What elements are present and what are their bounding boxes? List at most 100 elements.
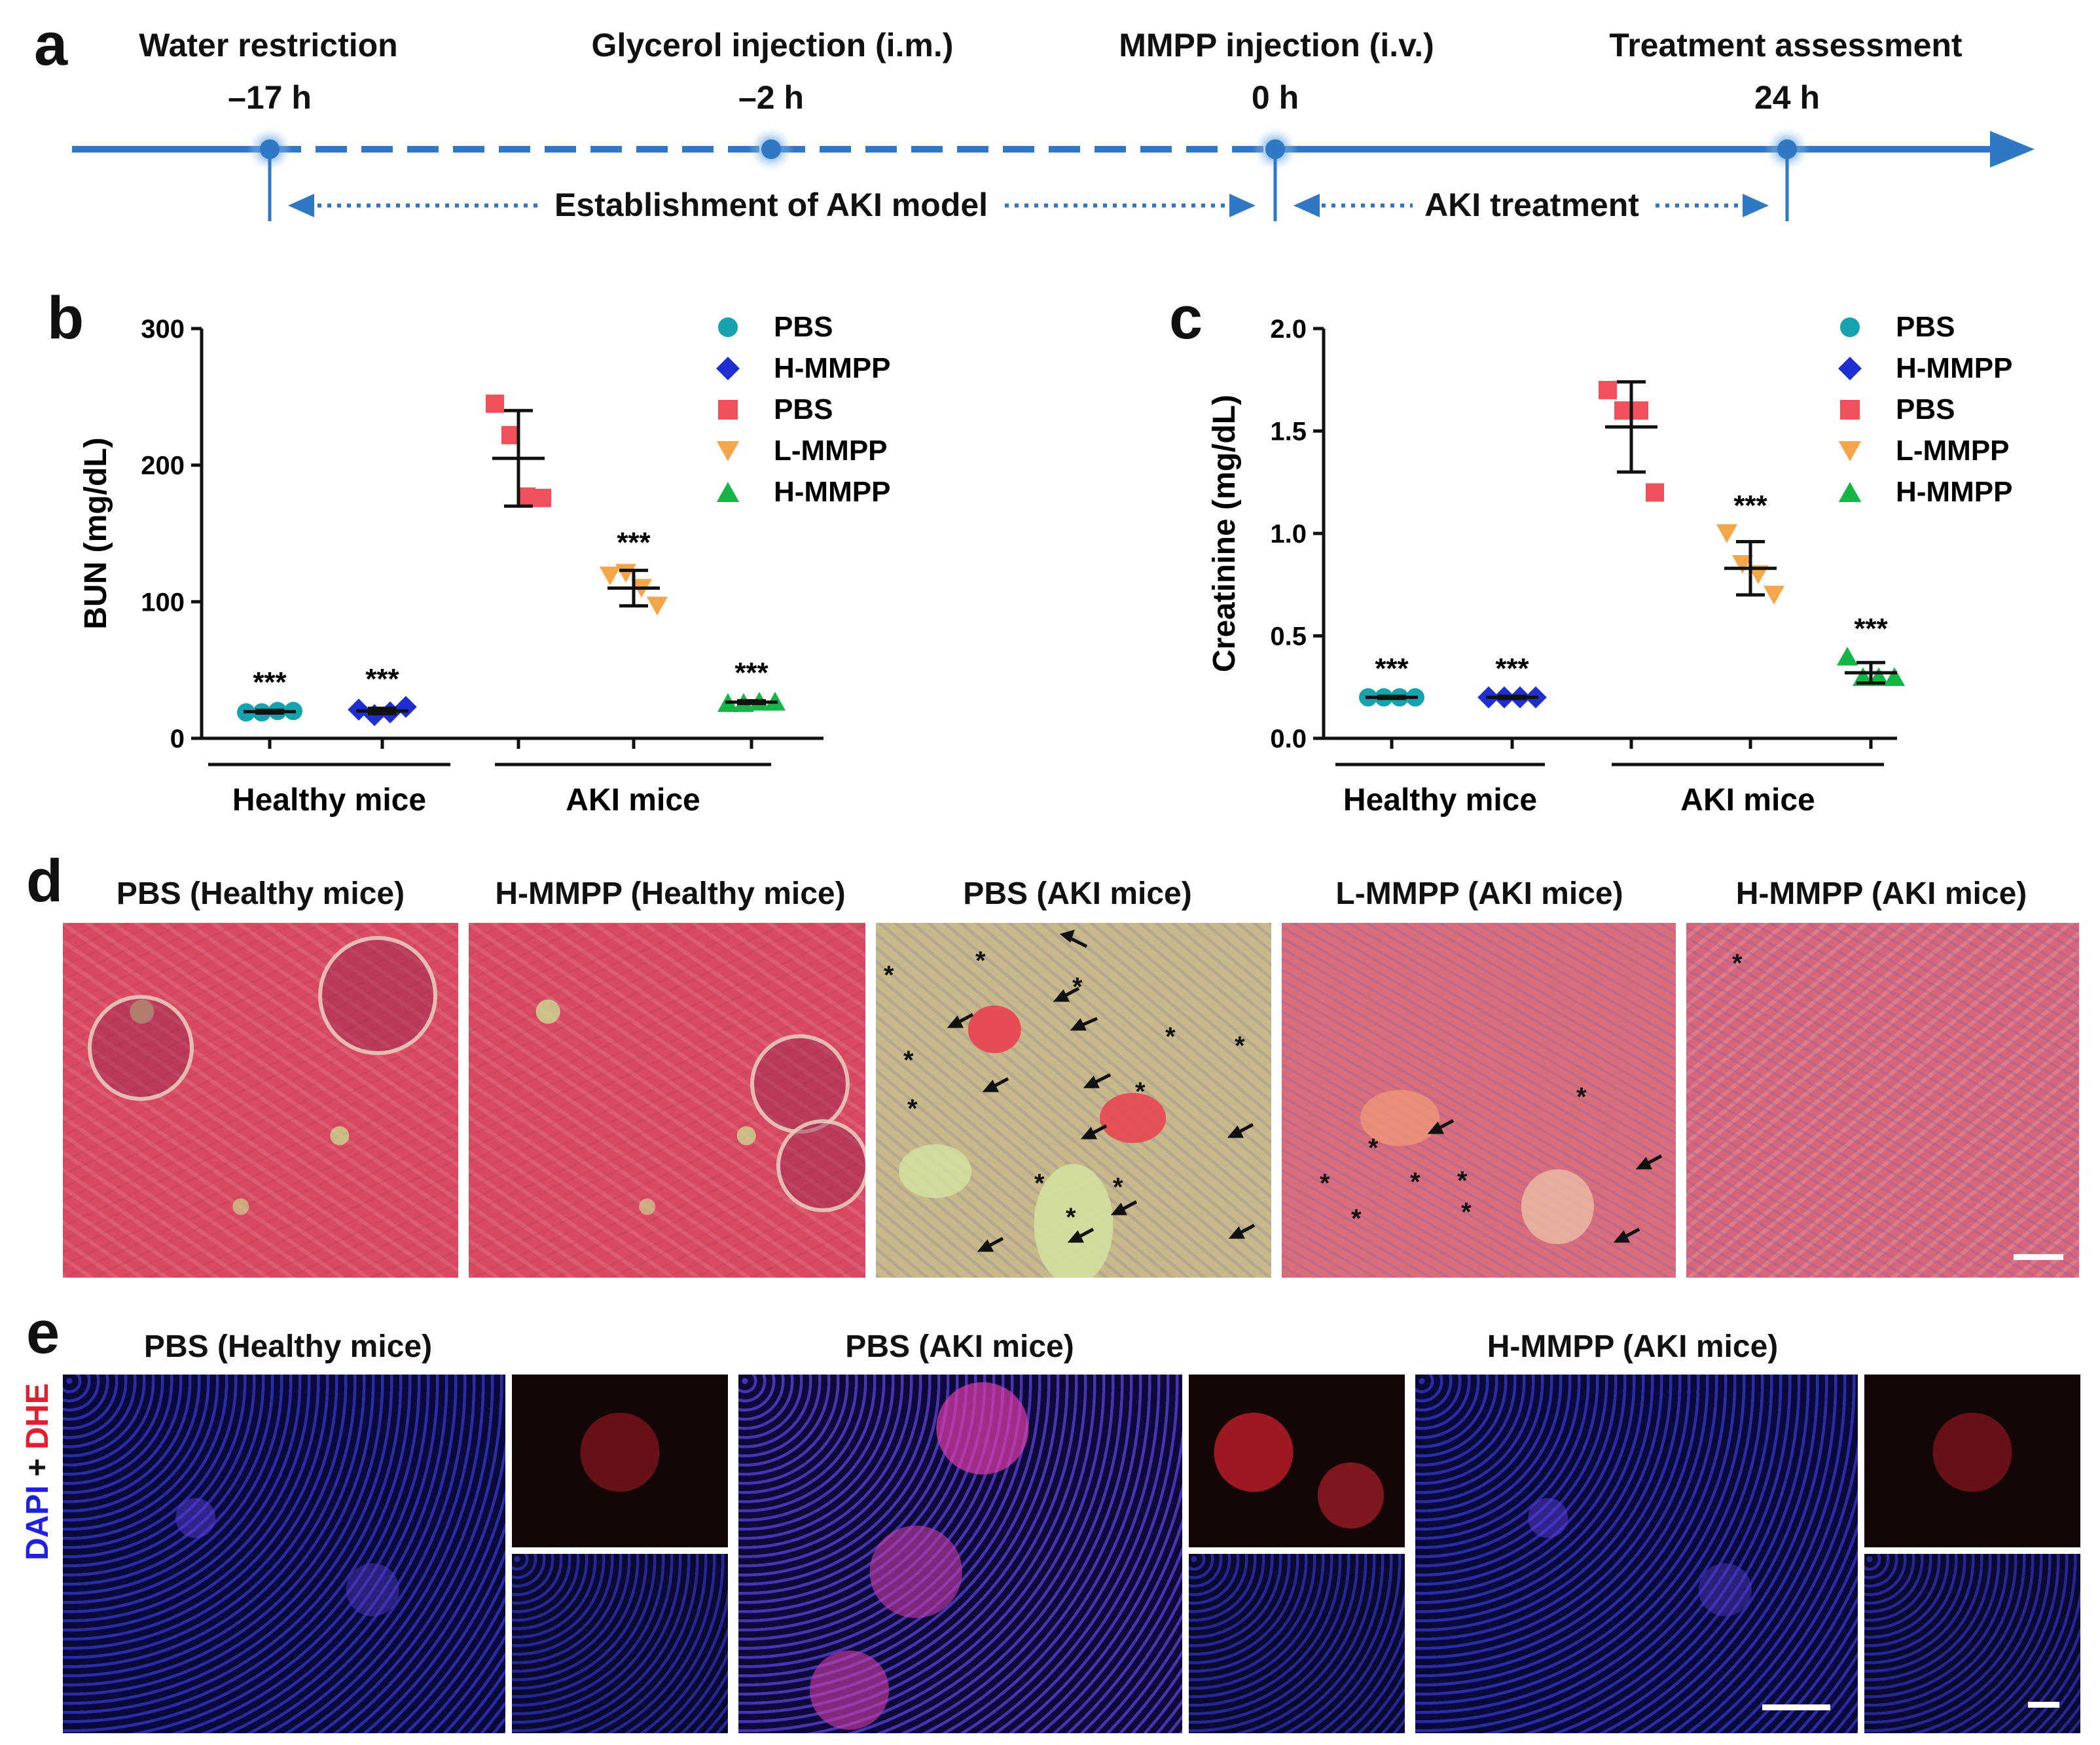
data-point <box>517 487 535 506</box>
glomerulus <box>750 1034 850 1134</box>
histology-title: L-MMPP (AKI mice) <box>1335 876 1623 911</box>
data-point <box>599 566 621 586</box>
legend-label: H-MMPP <box>1896 476 2012 508</box>
data-point <box>1731 554 1754 574</box>
legend-label: PBS <box>774 311 833 343</box>
y-tick-label: 0 <box>170 725 185 753</box>
panel-letter-a: a <box>34 11 68 78</box>
significance-label: *** <box>1733 490 1767 522</box>
timeline-event-time: 0 h <box>1251 79 1299 116</box>
cast-marker: * <box>1135 1077 1146 1106</box>
data-point <box>486 394 504 413</box>
cast-marker: * <box>1072 973 1083 1001</box>
data-point <box>1599 380 1617 399</box>
legend-marker <box>1840 400 1860 420</box>
y-tick-label: 100 <box>141 588 185 617</box>
histology-title: PBS (Healthy mice) <box>116 876 405 911</box>
significance-label: *** <box>1375 653 1409 685</box>
legend-label: H-MMPP <box>774 476 890 508</box>
fluorescence-dapi-pbs-aki <box>1189 1554 1405 1733</box>
legend-label: H-MMPP <box>1896 352 2012 384</box>
cast-marker: * <box>1235 1032 1245 1060</box>
data-point <box>1852 667 1874 687</box>
cast-marker: * <box>1457 1166 1468 1195</box>
cast-marker: * <box>1034 1169 1045 1198</box>
histology-title: PBS (AKI mice) <box>963 876 1192 911</box>
fluorescence-merge-hmmpp-aki <box>1415 1375 1858 1733</box>
data-point <box>1747 565 1769 585</box>
significance-label: *** <box>1495 653 1529 685</box>
legend-label: PBS <box>1896 393 1955 425</box>
fluorescence-dapi-hmmpp-aki <box>1864 1554 2080 1733</box>
significance-label: *** <box>253 666 287 698</box>
legend-marker <box>1838 441 1862 461</box>
data-point <box>501 425 520 444</box>
panel-letter-e: e <box>26 1299 60 1366</box>
scale-bar <box>1762 1704 1830 1710</box>
significance-label: *** <box>1854 613 1888 645</box>
model-range-label: Establishment of AKI model <box>542 186 1000 224</box>
timeline-graphic <box>72 127 2035 221</box>
group-label: AKI mice <box>1680 783 1815 818</box>
scale-bar <box>2028 1702 2059 1708</box>
data-point <box>1716 524 1738 543</box>
cast-marker: * <box>975 946 986 975</box>
legend-label: L-MMPP <box>774 435 888 467</box>
panel-letter-d: d <box>26 848 63 914</box>
y-tick-label: 2.0 <box>1270 315 1307 344</box>
glomerulus <box>88 995 194 1101</box>
y-tick-label: 1.0 <box>1270 520 1307 549</box>
significance-label: *** <box>365 663 399 695</box>
fluorescence-title: PBS (Healthy mice) <box>143 1329 433 1364</box>
significance-label: *** <box>734 657 769 689</box>
dhe-label: DHE <box>20 1383 55 1450</box>
timeline-arrowhead <box>1990 131 2035 168</box>
fluorescence-title: H-MMPP (AKI mice) <box>1487 1329 1779 1364</box>
dapi-label: DAPI <box>20 1485 55 1560</box>
y-axis-label: BUN (mg/dL) <box>79 437 113 629</box>
damage-arrows <box>1427 1119 1663 1243</box>
histology-image-pbs-healthy <box>63 923 458 1278</box>
histology-image-pbs-aki: * * * * * * * * * * * <box>876 923 1271 1278</box>
cast-marker: * <box>1368 1134 1379 1162</box>
cast-marker: * <box>907 1094 918 1123</box>
data-point <box>1763 585 1785 605</box>
legend-label: PBS <box>1896 311 1955 343</box>
timeline-event-time: –2 h <box>738 79 805 116</box>
legend-label: H-MMPP <box>774 352 890 384</box>
cast-marker: * <box>1320 1169 1330 1198</box>
fluorescence-dhe-hmmpp-aki <box>1864 1375 2080 1547</box>
significance-label: *** <box>617 526 651 558</box>
cast-marker: * <box>1410 1168 1421 1196</box>
damage-arrows <box>947 929 1256 1252</box>
timeline-event-label: Treatment assessment <box>1609 27 1963 63</box>
data-point <box>1614 401 1633 420</box>
histology-image-lmmpp-aki: * * * * * * * <box>1282 923 1676 1278</box>
data-point <box>1630 401 1648 420</box>
cast-marker: * <box>1165 1022 1176 1051</box>
y-tick-label: 1.5 <box>1270 418 1307 446</box>
legend-marker <box>1838 482 1862 502</box>
legend-marker <box>718 317 738 337</box>
bun-chart: 0 100 200 300 BUN (mg/dL) Healthy mice AKI mic… <box>79 311 890 818</box>
group-label: Healthy mice <box>232 783 426 818</box>
legend-marker <box>1838 357 1862 380</box>
data-point <box>1836 647 1858 666</box>
cast-marker: * <box>884 961 894 990</box>
timeline-event-label: MMPP injection (i.v.) <box>1119 27 1434 63</box>
data-point <box>533 488 551 507</box>
treatment-range-label: AKI treatment <box>1413 186 1651 224</box>
plus-label: + <box>20 1449 55 1486</box>
fluorescence-dhe-pbs-aki <box>1189 1375 1405 1547</box>
legend-marker <box>716 441 740 461</box>
cast-marker: * <box>1461 1198 1472 1227</box>
y-tick-label: 0.0 <box>1270 725 1307 753</box>
panel-letter-b: b <box>47 285 84 351</box>
group-label: AKI mice <box>566 783 700 818</box>
fluorescence-ylabel: DAPI + DHE <box>20 1383 56 1560</box>
cast-marker: * <box>1066 1203 1076 1232</box>
panel-letter-c: c <box>1169 285 1203 351</box>
histology-image-hmmpp-aki: * <box>1686 923 2079 1278</box>
data-point <box>1868 667 1890 687</box>
cast-marker: * <box>1732 949 1743 978</box>
